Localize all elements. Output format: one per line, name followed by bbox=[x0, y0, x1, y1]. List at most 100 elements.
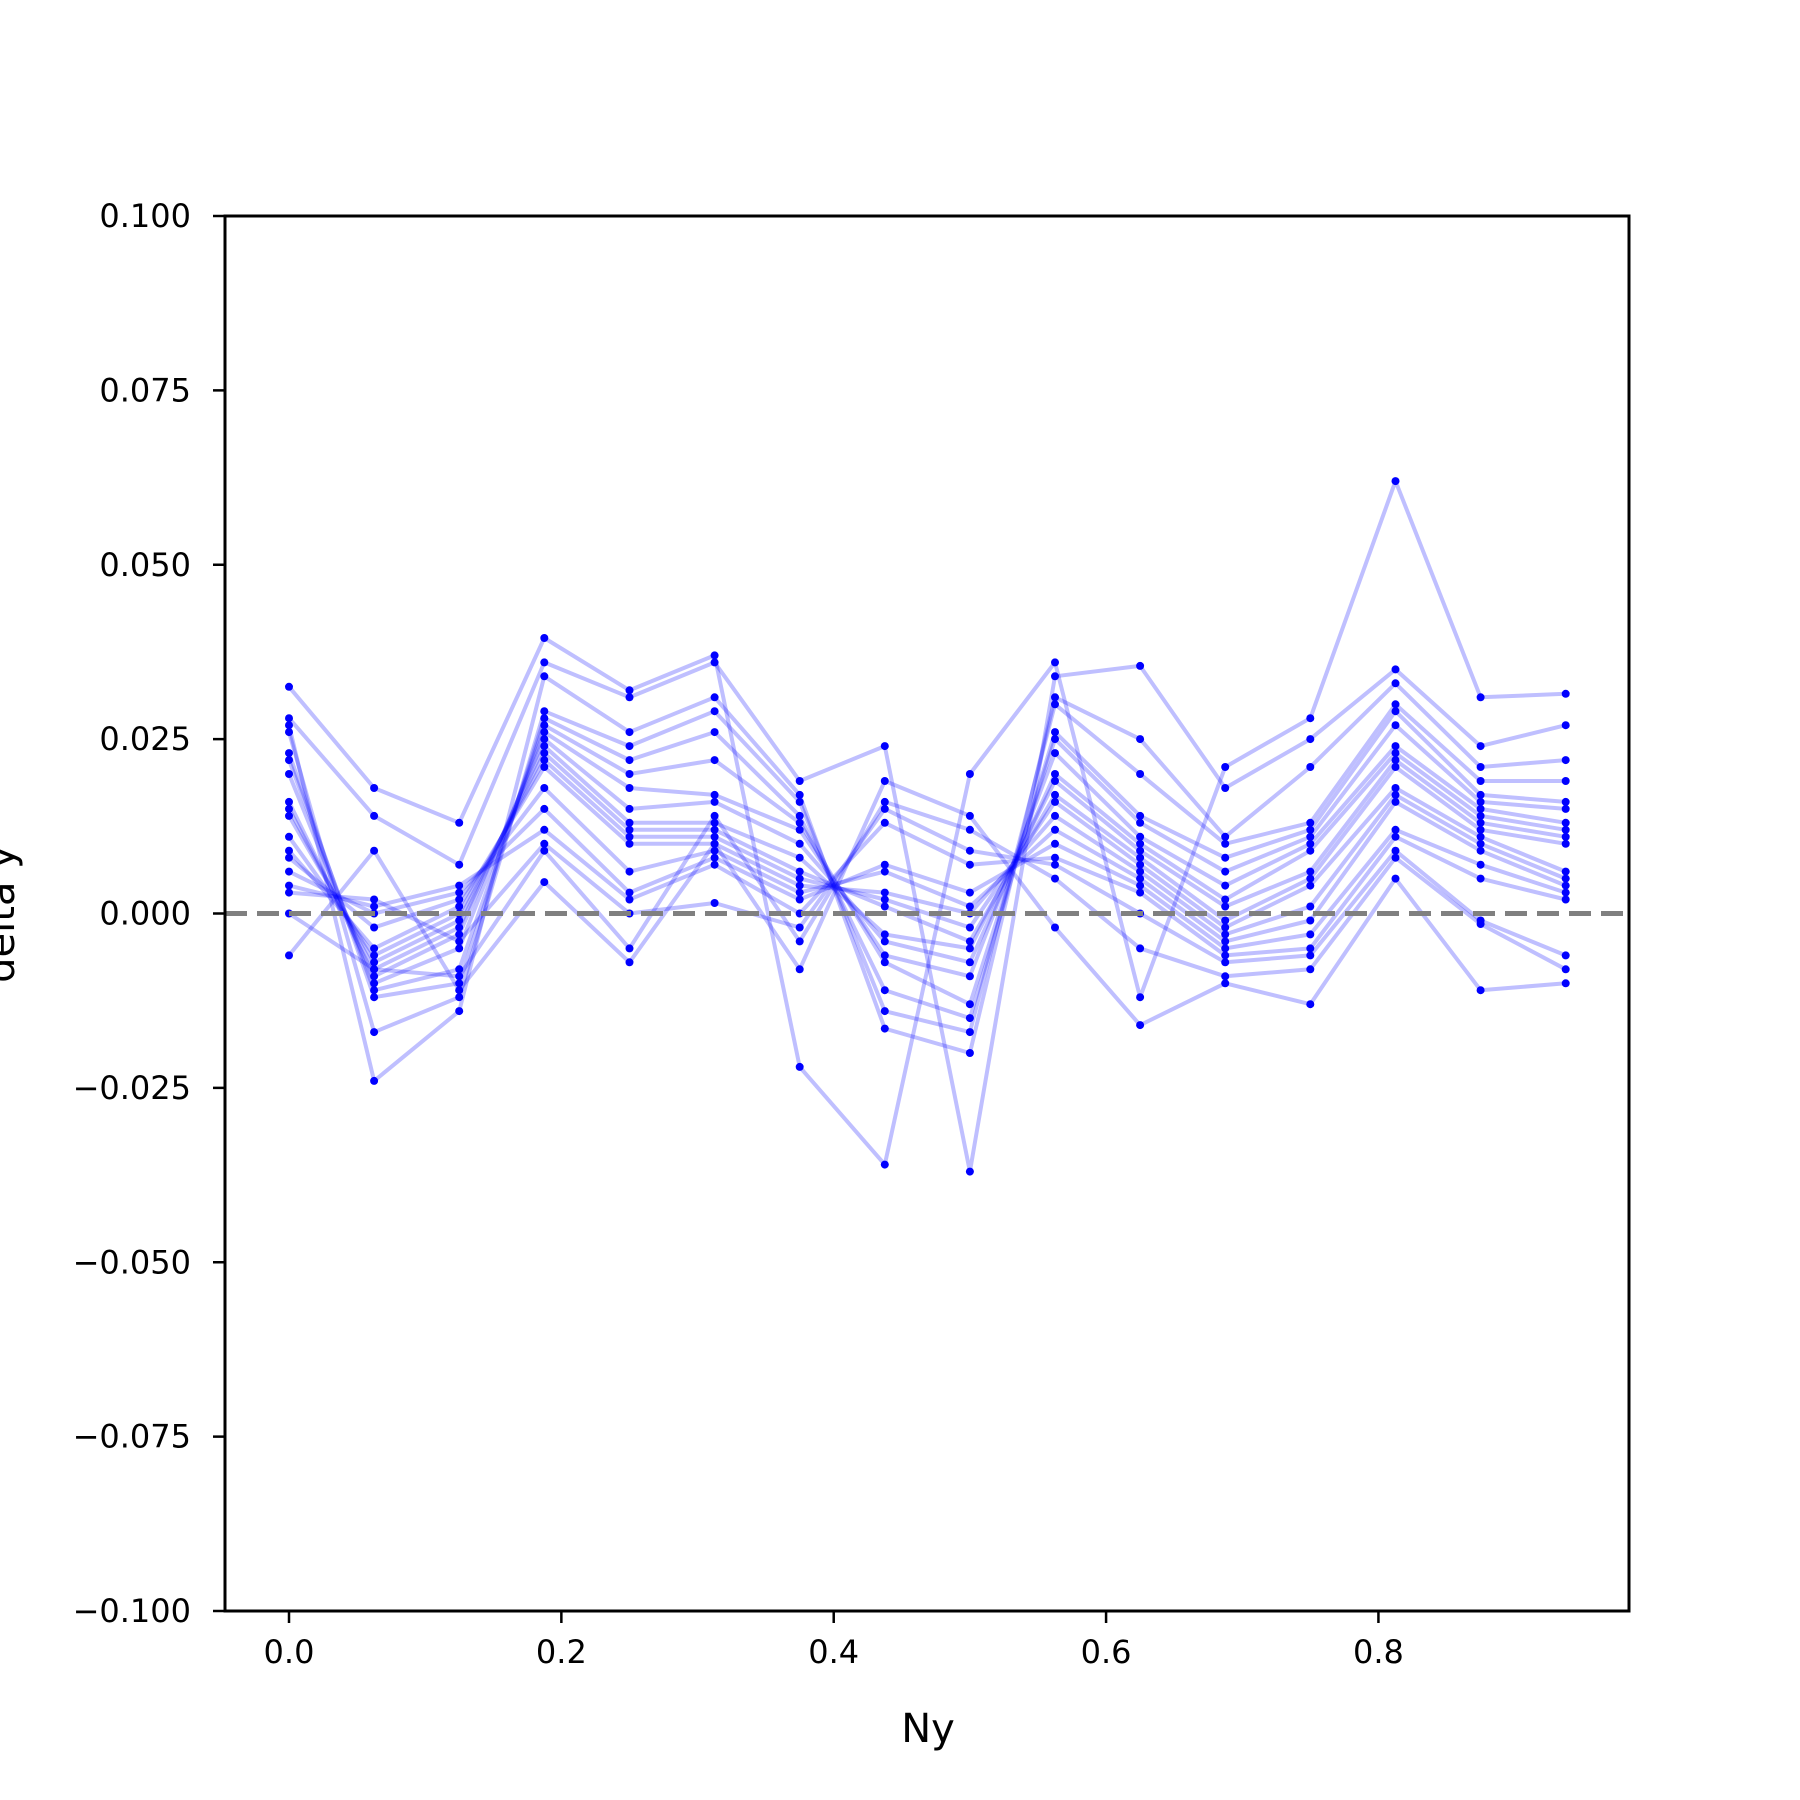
data-point bbox=[1476, 777, 1485, 785]
data-point bbox=[1136, 770, 1145, 778]
data-point bbox=[710, 658, 719, 667]
data-point bbox=[1561, 777, 1570, 785]
data-point bbox=[1476, 797, 1485, 806]
data-point bbox=[540, 714, 549, 723]
data-point bbox=[795, 895, 804, 904]
data-point bbox=[1051, 797, 1059, 806]
data-point bbox=[625, 839, 634, 848]
data-point bbox=[1391, 763, 1400, 771]
data-point bbox=[880, 937, 889, 946]
data-point bbox=[1306, 930, 1315, 939]
series-15 bbox=[285, 818, 1570, 960]
series-line bbox=[287, 765, 1567, 951]
data-point bbox=[880, 930, 889, 939]
data-point bbox=[1051, 874, 1059, 883]
data-point bbox=[1221, 937, 1230, 946]
data-point bbox=[965, 770, 974, 778]
x-tick-label: 0.8 bbox=[1353, 1633, 1404, 1671]
data-point bbox=[455, 972, 464, 981]
data-point bbox=[710, 693, 719, 702]
series-6 bbox=[285, 721, 1570, 1009]
y-tick-label: 0.075 bbox=[99, 371, 191, 409]
y-tick-label: −0.025 bbox=[73, 1069, 191, 1107]
data-point bbox=[625, 804, 634, 813]
data-point bbox=[1476, 920, 1485, 928]
series-line bbox=[288, 820, 1567, 958]
data-point bbox=[1561, 832, 1570, 841]
data-point bbox=[1221, 958, 1230, 967]
data-point bbox=[540, 735, 549, 744]
data-point bbox=[1476, 825, 1485, 834]
data-point bbox=[795, 923, 804, 932]
series-line bbox=[287, 786, 1567, 944]
data-point bbox=[710, 853, 719, 862]
data-point bbox=[710, 811, 719, 820]
data-point bbox=[795, 937, 804, 946]
data-point bbox=[625, 832, 634, 841]
data-point bbox=[1306, 902, 1315, 911]
x-tick-label: 0.0 bbox=[264, 1633, 315, 1671]
data-point bbox=[1306, 832, 1315, 841]
data-point bbox=[795, 790, 804, 799]
data-point bbox=[880, 860, 889, 869]
data-point bbox=[965, 937, 974, 946]
data-point bbox=[1221, 867, 1230, 876]
series-12 bbox=[285, 763, 1570, 953]
series-7 bbox=[285, 728, 1570, 988]
data-point bbox=[1561, 888, 1570, 897]
data-point bbox=[795, 777, 804, 785]
data-point bbox=[1136, 888, 1145, 897]
data-point bbox=[880, 986, 889, 995]
x-axis-label: Ny bbox=[901, 1706, 955, 1752]
data-point bbox=[1561, 951, 1570, 960]
data-point bbox=[1051, 693, 1059, 702]
data-point bbox=[880, 804, 889, 813]
data-point bbox=[1136, 832, 1145, 841]
data-point bbox=[1051, 728, 1059, 737]
data-point bbox=[1051, 825, 1059, 834]
data-point bbox=[540, 742, 549, 751]
data-point bbox=[285, 867, 293, 876]
data-point bbox=[1051, 860, 1059, 869]
series-1 bbox=[285, 477, 1570, 1169]
series-10 bbox=[285, 749, 1570, 967]
data-point bbox=[1391, 832, 1400, 841]
x-tick-label: 0.6 bbox=[1081, 1633, 1132, 1671]
data-point bbox=[965, 860, 974, 869]
data-point bbox=[540, 749, 549, 758]
data-point bbox=[540, 672, 549, 681]
data-point bbox=[710, 825, 719, 834]
data-point bbox=[1136, 993, 1145, 1002]
data-point bbox=[625, 895, 634, 904]
series-13 bbox=[285, 784, 1570, 946]
data-point bbox=[1476, 832, 1485, 841]
data-point bbox=[1221, 832, 1230, 841]
data-point bbox=[1221, 763, 1230, 771]
data-point bbox=[795, 881, 804, 890]
data-point bbox=[1221, 972, 1230, 981]
data-point bbox=[1476, 846, 1485, 855]
data-point bbox=[285, 770, 293, 778]
data-point bbox=[285, 749, 293, 758]
data-point bbox=[1561, 839, 1570, 848]
data-point bbox=[795, 874, 804, 883]
data-point bbox=[370, 951, 379, 960]
data-point bbox=[1561, 979, 1570, 988]
data-point bbox=[625, 867, 634, 876]
data-point bbox=[1306, 839, 1315, 848]
data-point bbox=[1476, 693, 1485, 702]
data-point bbox=[625, 825, 634, 834]
data-point bbox=[540, 721, 549, 730]
data-point bbox=[710, 899, 719, 907]
series-line bbox=[287, 702, 1566, 1035]
data-point bbox=[710, 790, 719, 799]
data-point bbox=[1306, 825, 1315, 834]
data-point bbox=[540, 728, 549, 737]
data-point bbox=[965, 958, 974, 967]
data-point bbox=[285, 682, 293, 691]
data-point bbox=[1561, 874, 1570, 883]
data-point bbox=[370, 1076, 379, 1085]
data-point bbox=[965, 888, 974, 897]
data-point bbox=[1476, 742, 1485, 751]
series-line bbox=[288, 806, 1567, 965]
